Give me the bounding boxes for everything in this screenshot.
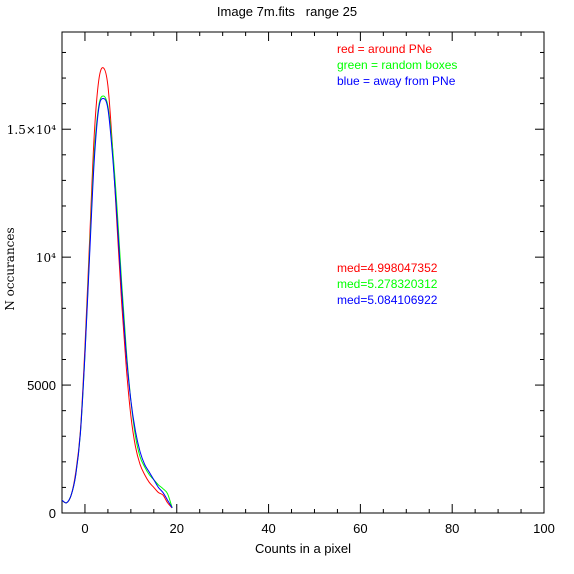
plot-frame <box>61 31 545 514</box>
y-tick-label: 10⁴ <box>36 251 56 265</box>
x-tick-label: 100 <box>533 521 555 536</box>
series-line-red <box>62 67 173 509</box>
x-axis-label: Counts in a pixel <box>254 541 352 556</box>
x-tick-label: 60 <box>353 521 367 536</box>
legend-entry-green: green = random boxes <box>337 58 458 72</box>
x-tick-label: 20 <box>170 521 184 536</box>
y-tick-label: 1.5×10⁴ <box>7 123 56 137</box>
x-tick-label: 80 <box>445 521 459 536</box>
x-tick-label: 0 <box>81 521 88 536</box>
chart-title: Image 7m.fits range 25 <box>216 4 358 19</box>
median-annotation-red: med=4.998047352 <box>337 261 438 275</box>
median-annotation-green: med=5.278320312 <box>337 277 438 291</box>
y-tick-label: 0 <box>49 506 56 521</box>
series-line-green <box>62 95 173 509</box>
y-tick-label: 5000 <box>27 378 56 393</box>
legend-entry-blue: blue = away from PNe <box>337 74 456 88</box>
legend-entry-red: red = around PNe <box>337 42 433 56</box>
x-tick-label: 40 <box>261 521 275 536</box>
y-axis-label: N occurances <box>3 227 17 311</box>
series-line-blue <box>62 98 173 509</box>
median-annotation-blue: med=5.084106922 <box>337 293 438 307</box>
